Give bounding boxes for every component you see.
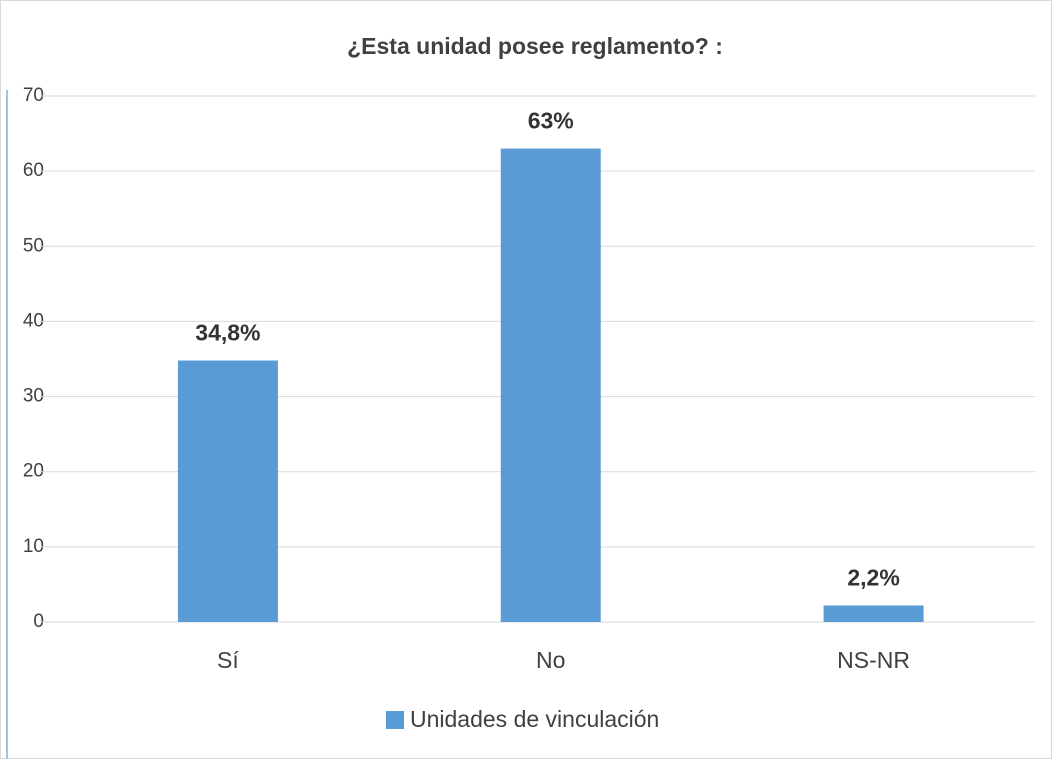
value-label: 63% (528, 108, 574, 134)
y-tick-label: 70 (23, 85, 44, 106)
y-tick-label: 10 (23, 536, 44, 557)
y-tick-label: 40 (23, 310, 44, 331)
x-tick-label: NS-NR (837, 647, 910, 673)
bar (823, 605, 924, 622)
bar (177, 360, 278, 622)
x-tick-label: Sí (217, 647, 239, 673)
y-tick-label: 30 (23, 386, 44, 407)
bar (500, 148, 601, 622)
legend-swatch (386, 711, 404, 729)
value-label: 34,8% (195, 320, 260, 346)
y-tick-label: 0 (33, 611, 44, 632)
chart-title: ¿Esta unidad posee reglamento? : (347, 33, 723, 59)
y-tick-label: 60 (23, 160, 44, 181)
value-label: 2,2% (847, 565, 899, 591)
legend-label: Unidades de vinculación (410, 706, 659, 732)
y-tick-label: 50 (23, 235, 44, 256)
y-tick-label: 20 (23, 461, 44, 482)
x-tick-label: No (536, 647, 565, 673)
